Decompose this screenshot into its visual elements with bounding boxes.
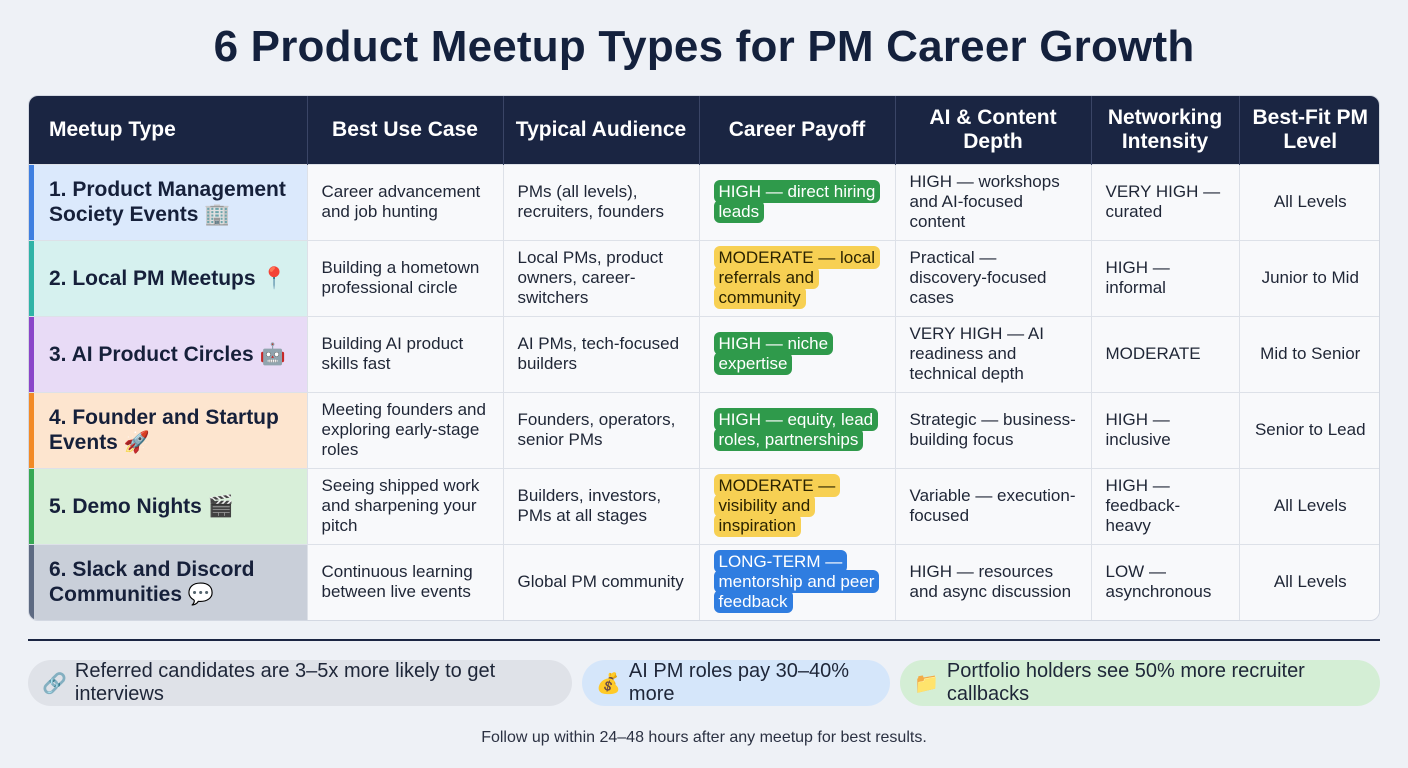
career-payoff-cell: MODERATE — visibility and inspiration [699, 467, 896, 544]
stat-text: Referred candidates are 3–5x more likely… [74, 660, 496, 705]
content-depth-cell: HIGH — resources and async discussion [895, 543, 1092, 620]
pm-level-cell: All Levels [1239, 543, 1379, 620]
header-best-use-case: Best Use Case [307, 96, 504, 164]
meetup-type-cell: 2. Local PM Meetups 📍 [29, 239, 308, 316]
page-title: 6 Product Meetup Types for PM Career Gro… [213, 22, 1195, 71]
header-networking-intensity: Networking Intensity [1091, 96, 1240, 164]
use-case-cell: Building AI product skills fast [307, 315, 504, 392]
meetup-type-cell: 4. Founder and Startup Events 🚀 [29, 391, 308, 468]
pm-level-cell: All Levels [1239, 163, 1379, 240]
content-depth-cell: Practical — discovery-focused cases [895, 239, 1092, 316]
audience-cell: Local PMs, product owners, career-switch… [503, 239, 700, 316]
folder-icon: 📁 [914, 672, 939, 695]
payoff-badge: HIGH — direct hiring leads [713, 180, 881, 223]
career-payoff-cell: HIGH — equity, lead roles, partnerships [699, 391, 896, 468]
table-row: 3. AI Product Circles 🤖 Building AI produ… [29, 315, 1379, 392]
stat-badge-portfolio: 📁 Portfolio holders see 50% more recruit… [900, 660, 1380, 706]
networking-cell: HIGH — inclusive [1091, 391, 1240, 468]
networking-cell: LOW — asynchronous [1091, 543, 1240, 620]
payoff-badge: LONG-TERM — mentorship and peer feedback [713, 550, 880, 614]
money-bag-icon: 💰 [596, 672, 621, 695]
table-header-row: Meetup Type Best Use Case Typical Audien… [29, 96, 1379, 164]
payoff-badge: HIGH — equity, lead roles, partnerships [713, 408, 879, 451]
networking-cell: MODERATE [1091, 315, 1240, 392]
meetup-comparison-table: Meetup Type Best Use Case Typical Audien… [28, 95, 1380, 621]
table-row: 2. Local PM Meetups 📍 Building a hometown… [29, 239, 1379, 316]
networking-cell: HIGH — feedback-heavy [1091, 467, 1240, 544]
stat-text: AI PM roles pay 30–40% more [628, 660, 850, 705]
table-row: 1. Product Management Society Events 🏢 Ca… [29, 163, 1379, 240]
header-meetup-type: Meetup Type [29, 96, 308, 164]
networking-cell: VERY HIGH — curated [1091, 163, 1240, 240]
payoff-badge: MODERATE — visibility and inspiration [713, 474, 841, 537]
content-depth-cell: Strategic — business-building focus [895, 391, 1092, 468]
career-payoff-cell: MODERATE — local referrals and community [699, 239, 896, 316]
header-career-payoff: Career Payoff [699, 96, 896, 164]
career-payoff-cell: LONG-TERM — mentorship and peer feedback [699, 543, 896, 620]
use-case-cell: Career advancement and job hunting [307, 163, 504, 240]
content-depth-cell: VERY HIGH — AI readiness and technical d… [895, 315, 1092, 392]
use-case-cell: Seeing shipped work and sharpening your … [307, 467, 504, 544]
table-row: 6. Slack and Discord Communities 💬 Contin… [29, 543, 1379, 620]
pm-level-cell: Junior to Mid [1239, 239, 1379, 316]
meetup-type-cell: 6. Slack and Discord Communities 💬 [29, 543, 308, 620]
footer-note: Follow up within 24–48 hours after any m… [481, 729, 927, 746]
payoff-badge: HIGH — niche expertise [713, 332, 834, 375]
career-payoff-cell: HIGH — direct hiring leads [699, 163, 896, 240]
use-case-cell: Continuous learning between live events [307, 543, 504, 620]
use-case-cell: Meeting founders and exploring early-sta… [307, 391, 504, 468]
audience-cell: Founders, operators, senior PMs [503, 391, 700, 468]
payoff-badge: MODERATE — local referrals and community [713, 246, 880, 309]
meetup-type-cell: 1. Product Management Society Events 🏢 [29, 163, 308, 240]
stat-text: Portfolio holders see 50% more recruiter… [946, 660, 1305, 705]
meetup-type-cell: 3. AI Product Circles 🤖 [29, 315, 308, 392]
audience-cell: Builders, investors, PMs at all stages [503, 467, 700, 544]
networking-cell: HIGH — informal [1091, 239, 1240, 316]
content-depth-cell: Variable — execution-focused [895, 467, 1092, 544]
meetup-type-cell: 5. Demo Nights 🎬 [29, 467, 308, 544]
table-row: 4. Founder and Startup Events 🚀 Meeting f… [29, 391, 1379, 468]
career-payoff-cell: HIGH — niche expertise [699, 315, 896, 392]
pm-level-cell: All Levels [1239, 467, 1379, 544]
header-best-fit-level: Best-Fit PM Level [1239, 96, 1379, 164]
header-ai-content-depth: AI & Content Depth [895, 96, 1092, 164]
stat-badge-referrals: 🔗 Referred candidates are 3–5x more like… [28, 660, 572, 706]
content-depth-cell: HIGH — workshops and AI-focused content [895, 163, 1092, 240]
use-case-cell: Building a hometown professional circle [307, 239, 504, 316]
audience-cell: AI PMs, tech-focused builders [503, 315, 700, 392]
pm-level-cell: Senior to Lead [1239, 391, 1379, 468]
section-divider [28, 639, 1380, 641]
header-typical-audience: Typical Audience [503, 96, 700, 164]
table-row: 5. Demo Nights 🎬 Seeing shipped work and … [29, 467, 1379, 544]
pm-level-cell: Mid to Senior [1239, 315, 1379, 392]
audience-cell: PMs (all levels), recruiters, founders [503, 163, 700, 240]
audience-cell: Global PM community [503, 543, 700, 620]
link-icon: 🔗 [42, 672, 67, 695]
stat-badge-ai-pay: 💰 AI PM roles pay 30–40% more [582, 660, 890, 706]
